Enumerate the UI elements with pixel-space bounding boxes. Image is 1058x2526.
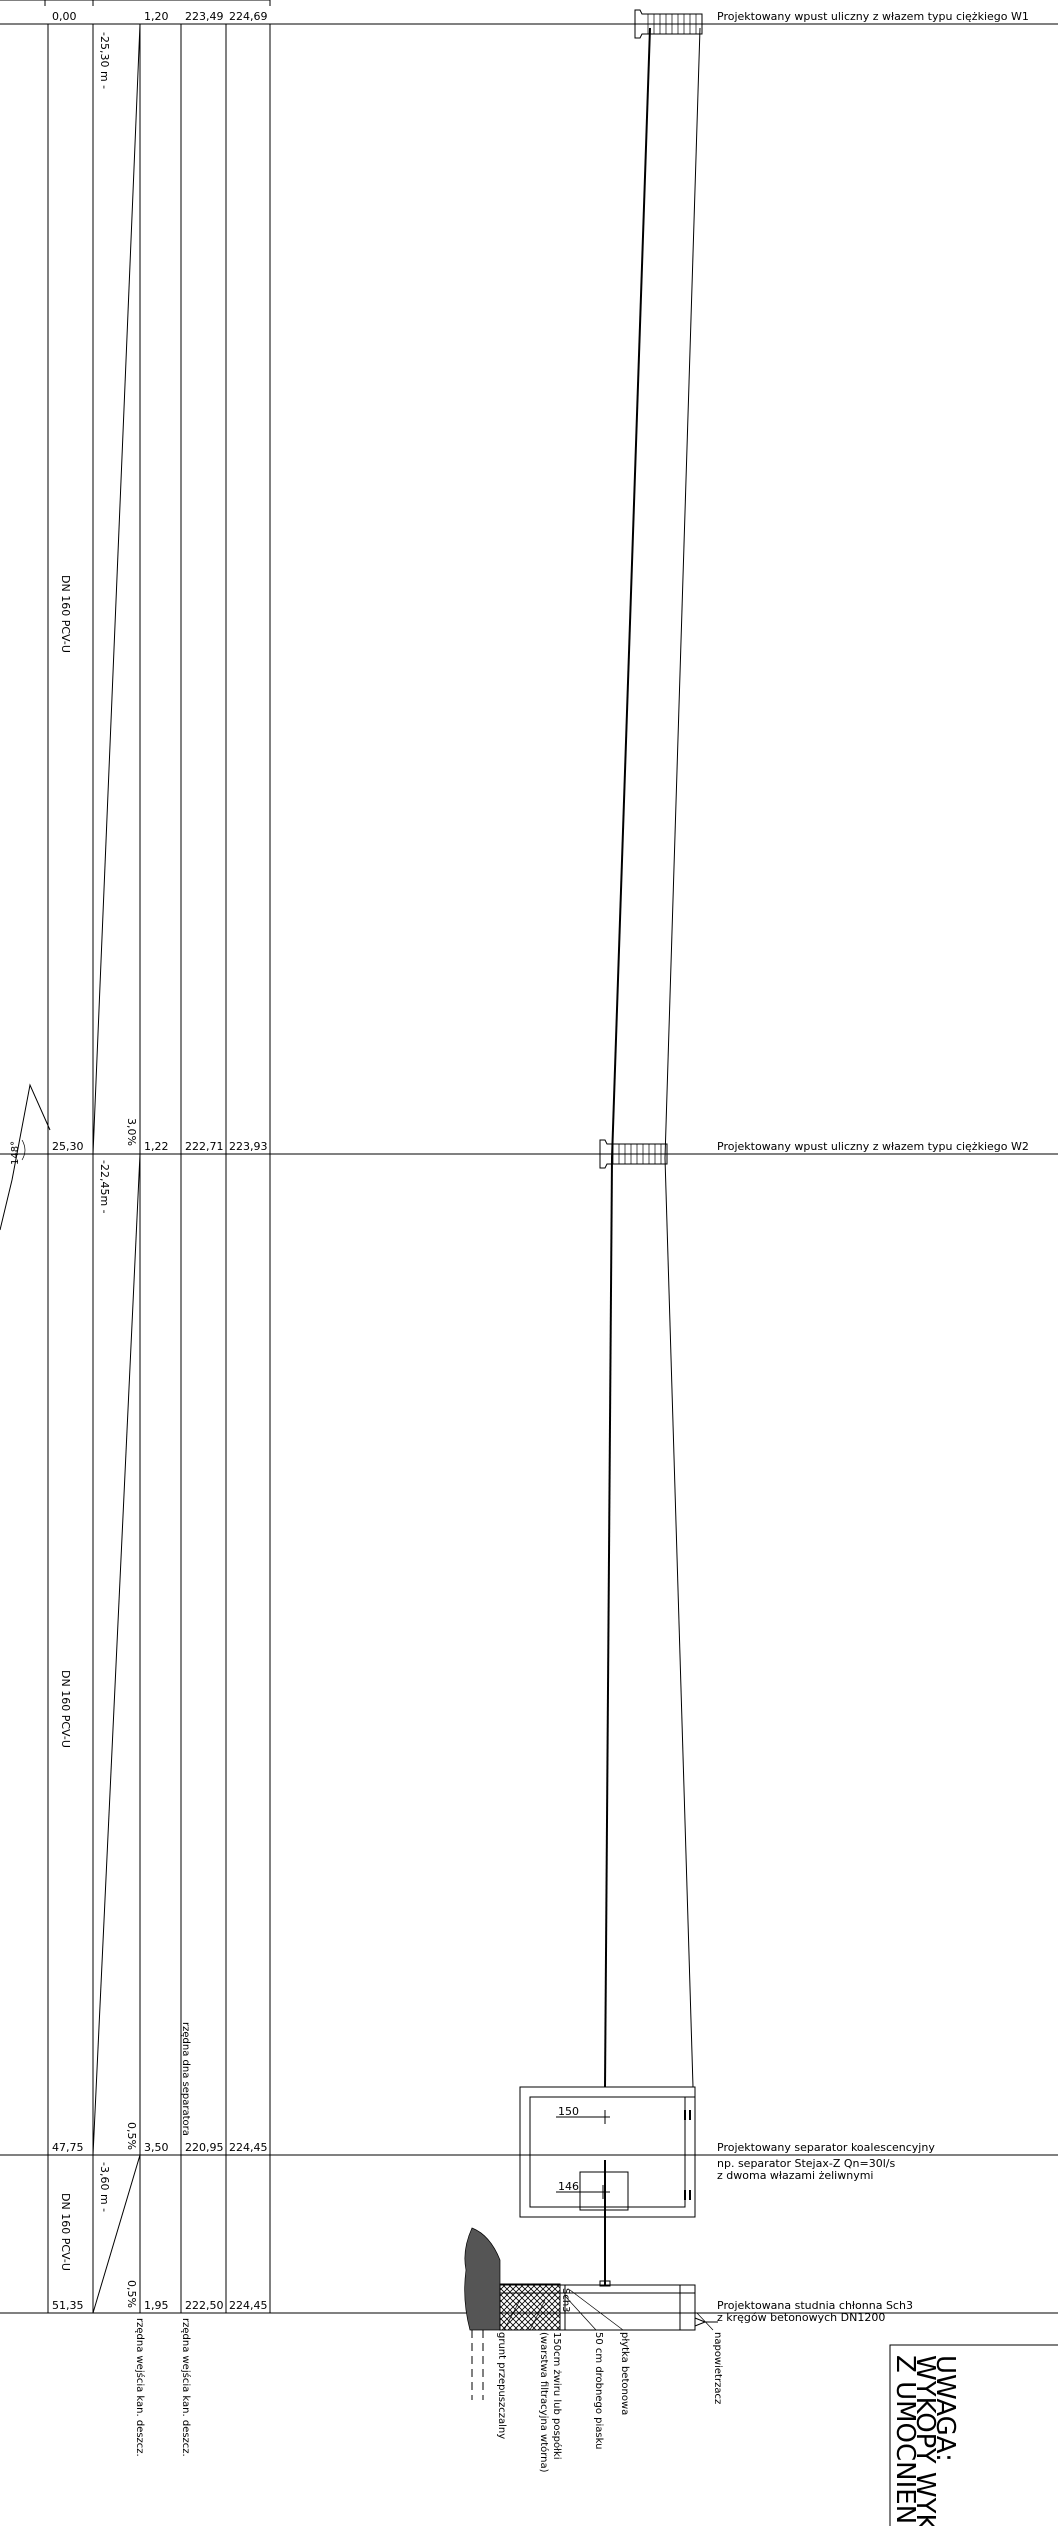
label-w2: Projektowany wpust uliczny z włazem typu… <box>717 1140 1029 1153</box>
station-depth: 1,95 <box>144 2299 169 2312</box>
station-km: 25,30 <box>52 1140 84 1153</box>
station-ground: 224,45 <box>229 2299 268 2312</box>
segment-slope: 3,0% <box>125 1118 138 1146</box>
label-sch3: Sch3 <box>560 2288 571 2313</box>
station-km: 51,35 <box>52 2299 84 2312</box>
label-inlet-invert-2: rzędna wejścia kan. deszcz. <box>180 2318 192 2457</box>
station-ground: 224,45 <box>229 2141 268 2154</box>
segment-1: -22,45m - 0,5% DN 160 PCV-U <box>59 1160 138 2150</box>
station-2: 47,75 3,50 220,95 224,45 <box>52 2141 268 2154</box>
direction-angle-tail <box>0 1179 13 1231</box>
label-w1: Projektowany wpust uliczny z włazem typu… <box>717 10 1029 23</box>
segment-slope: 0,5% <box>125 2122 138 2150</box>
label-filter-layer: (warstwa filtracyjna wtórna) <box>538 2332 550 2473</box>
station-depth: 1,22 <box>144 1140 169 1153</box>
segment-pipe: DN 160 PCV-U <box>59 1670 72 1748</box>
station-km: 47,75 <box>52 2141 84 2154</box>
station-3: 51,35 1,95 222,50 224,45 <box>52 2299 268 2312</box>
separator-dim-bottom: 146 <box>558 2180 579 2193</box>
label-vent: napowietrzacz <box>712 2332 723 2404</box>
label-separator-1: Projektowany separator koalescencyjny <box>717 2141 935 2154</box>
station-km: 0,00 <box>52 10 77 23</box>
station-1: 25,30 1,22 222,71 223,93 <box>52 1140 268 1153</box>
profile-table-grid <box>0 23 1058 2314</box>
label-separator-3: z dwoma włazami żeliwnymi <box>717 2169 873 2182</box>
station-invert: 220,95 <box>185 2141 224 2154</box>
note-title: UWAGA: <box>930 2355 960 2462</box>
pipe-profile <box>604 27 701 2285</box>
segment-pipe: DN 160 PCV-U <box>59 575 72 653</box>
direction-angle-icon <box>11 1083 51 1181</box>
separator-icon <box>519 2086 696 2218</box>
station-ground: 223,93 <box>229 1140 268 1153</box>
label-separator-2: np. separator Stejax-Z Qn=30l/s <box>717 2157 895 2170</box>
segment-length: -3,60 m - <box>98 2162 111 2212</box>
segment-0: -25,30 m - 3,0% DN 160 PCV-U <box>59 32 138 1146</box>
slope-graph <box>92 23 141 2314</box>
segment-length: -25,30 m - <box>98 32 111 89</box>
label-gravel: 150cm żwiru lub pospółki <box>551 2332 563 2460</box>
station-depth: 1,20 <box>144 10 169 23</box>
station-depth: 3,50 <box>144 2141 169 2154</box>
label-concrete-slab: płytka betonowa <box>619 2332 630 2415</box>
station-invert: 223,49 <box>185 10 224 23</box>
note-line1: WYKOPY WYKONA <box>910 2355 940 2526</box>
station-ground: 224,69 <box>229 10 268 23</box>
label-separator-invert: rzędna dna separatora <box>180 2022 191 2136</box>
inlet-w2-icon <box>599 1139 668 1169</box>
label-inlet-invert-1: rzędna wejścia kan. deszcz. <box>134 2318 146 2457</box>
station-invert: 222,71 <box>185 1140 224 1153</box>
segment-2: -3,60 m - 0,5% DN 160 PCV-U <box>59 2162 138 2308</box>
station-0: 0,00 1,20 223,49 224,69 <box>52 10 268 23</box>
note-line2: Z UMOCNIENIEM Ś <box>890 2355 922 2526</box>
soakaway-well-icon <box>464 2227 718 2331</box>
note-box: UWAGA: WYKOPY WYKONA Z UMOCNIENIEM Ś <box>889 2344 1058 2526</box>
station-invert: 222,50 <box>185 2299 224 2312</box>
separator-dim-top: 150 <box>558 2105 579 2118</box>
label-sch3-1: Projektowana studnia chłonna Sch3 <box>717 2299 913 2312</box>
segment-pipe: DN 160 PCV-U <box>59 2193 72 2271</box>
angle-arc <box>21 1139 26 1161</box>
label-sand: 50 cm drobnego piasku <box>593 2332 604 2449</box>
segment-slope: 0,5% <box>125 2280 138 2308</box>
label-sch3-2: z kręgów betonowych DN1200 <box>717 2311 885 2324</box>
inlet-w1-icon <box>634 9 703 39</box>
leader-lines <box>503 2289 714 2331</box>
segment-length: -22,45m - <box>98 1160 111 1214</box>
label-permeable-ground: grunt przepuszczalny <box>496 2332 507 2439</box>
angle-label: 148° <box>10 1141 21 1165</box>
